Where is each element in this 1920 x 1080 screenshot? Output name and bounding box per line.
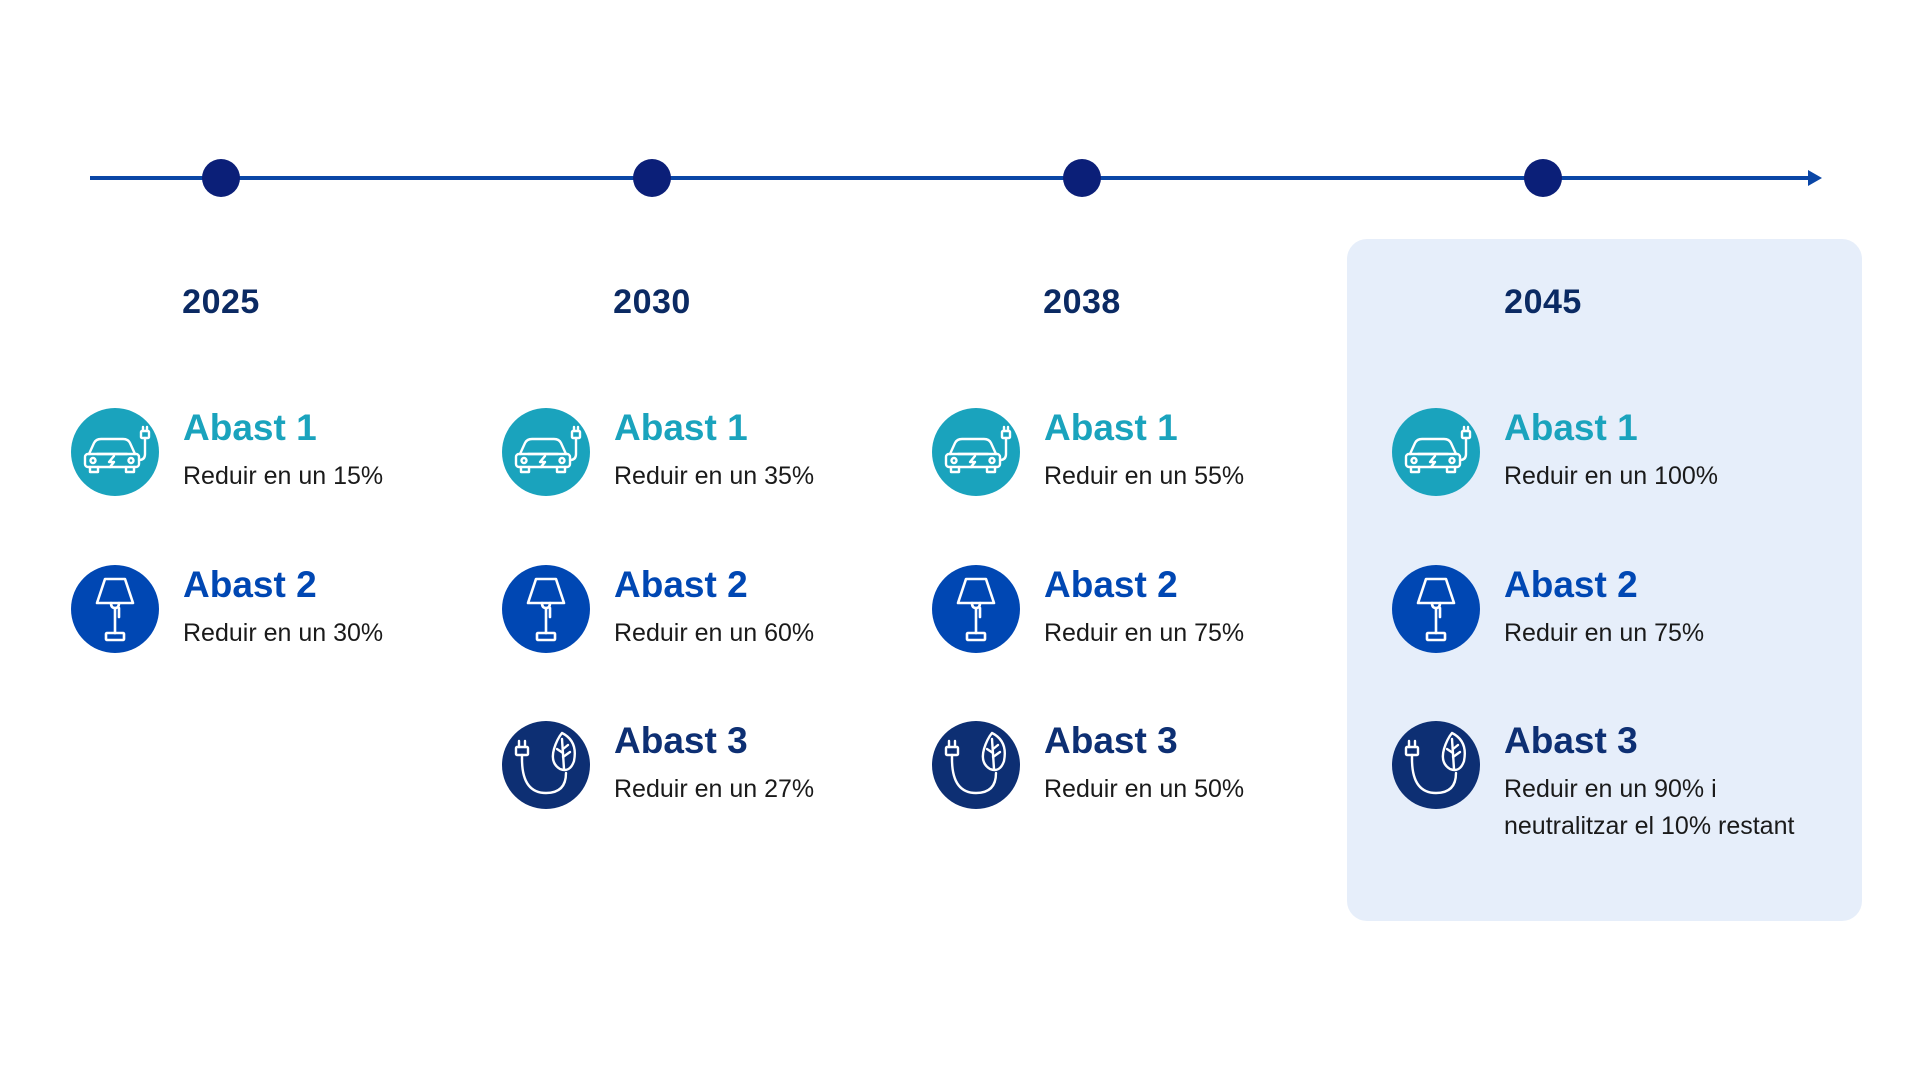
- timeline-milestone-2030: [633, 159, 671, 197]
- scope-description: Reduir en un 75%: [1044, 619, 1245, 647]
- timeline-arrowhead: [1808, 170, 1822, 186]
- scope-3-item: Abast 3 Reduir en un 50%: [932, 720, 1372, 821]
- lamp-icon: [502, 565, 590, 653]
- scope-title: Abast 2: [1044, 564, 1178, 605]
- scope-2-item: Abast 2 Reduir en un 30%: [71, 564, 511, 665]
- scope-3-item: Abast 3 Reduir en un 27%: [502, 720, 942, 821]
- timeline-milestone-2045: [1524, 159, 1562, 197]
- scope-title: Abast 2: [1504, 564, 1638, 605]
- eco-plug-icon: [1392, 721, 1480, 809]
- scope-description: Reduir en un 15%: [183, 462, 384, 490]
- scope-1-item: Abast 1 Reduir en un 100%: [1392, 407, 1832, 508]
- electric-car-icon: [1392, 408, 1480, 496]
- scope-description: Reduir en un 27%: [614, 775, 815, 803]
- scope-1-item: Abast 1 Reduir en un 55%: [932, 407, 1372, 508]
- lamp-icon: [71, 565, 159, 653]
- scope-description-line-2: neutralitzar el 10% restant: [1504, 812, 1795, 840]
- scope-description: Reduir en un 90% i: [1504, 775, 1717, 803]
- scope-title: Abast 2: [183, 564, 317, 605]
- column-2038: 2038 Abast 1 R: [932, 0, 1372, 1080]
- scope-1-item: Abast 1 Reduir en un 15%: [71, 407, 511, 508]
- scope-title: Abast 3: [614, 720, 748, 761]
- electric-car-icon: [932, 408, 1020, 496]
- scope-title: Abast 2: [614, 564, 748, 605]
- scope-description: Reduir en un 75%: [1504, 619, 1705, 647]
- year-label: 2038: [1043, 283, 1121, 321]
- timeline-milestone-2025: [202, 159, 240, 197]
- column-2045: 2045 Abast 1 R: [1392, 0, 1832, 1080]
- scope-title: Abast 3: [1044, 720, 1178, 761]
- scope-title: Abast 1: [1044, 407, 1178, 448]
- year-label: 2045: [1504, 283, 1582, 321]
- scope-title: Abast 3: [1504, 720, 1638, 761]
- scope-2-item: Abast 2 Reduir en un 75%: [1392, 564, 1832, 665]
- scope-1-item: Abast 1 Reduir en un 35%: [502, 407, 942, 508]
- electric-car-icon: [502, 408, 590, 496]
- scope-description: Reduir en un 30%: [183, 619, 384, 647]
- year-label: 2025: [182, 283, 260, 321]
- year-label: 2030: [613, 283, 691, 321]
- lamp-icon: [932, 565, 1020, 653]
- column-2025: 2025 Abast 1 R: [71, 0, 511, 1080]
- scope-description: Reduir en un 35%: [614, 462, 815, 490]
- scope-3-item: Abast 3 Reduir en un 90% i neutralitzar …: [1392, 720, 1832, 861]
- scope-title: Abast 1: [614, 407, 748, 448]
- scope-2-item: Abast 2 Reduir en un 60%: [502, 564, 942, 665]
- scope-title: Abast 1: [1504, 407, 1638, 448]
- scope-description: Reduir en un 55%: [1044, 462, 1245, 490]
- column-2030: 2030 Abast 1 R: [502, 0, 942, 1080]
- scope-description: Reduir en un 60%: [614, 619, 815, 647]
- eco-plug-icon: [502, 721, 590, 809]
- scope-description: Reduir en un 50%: [1044, 775, 1245, 803]
- lamp-icon: [1392, 565, 1480, 653]
- eco-plug-icon: [932, 721, 1020, 809]
- timeline: [90, 159, 1822, 197]
- scope-description: Reduir en un 100%: [1504, 462, 1719, 490]
- timeline-milestone-2038: [1063, 159, 1101, 197]
- scope-title: Abast 1: [183, 407, 317, 448]
- scope-2-item: Abast 2 Reduir en un 75%: [932, 564, 1372, 665]
- electric-car-icon: [71, 408, 159, 496]
